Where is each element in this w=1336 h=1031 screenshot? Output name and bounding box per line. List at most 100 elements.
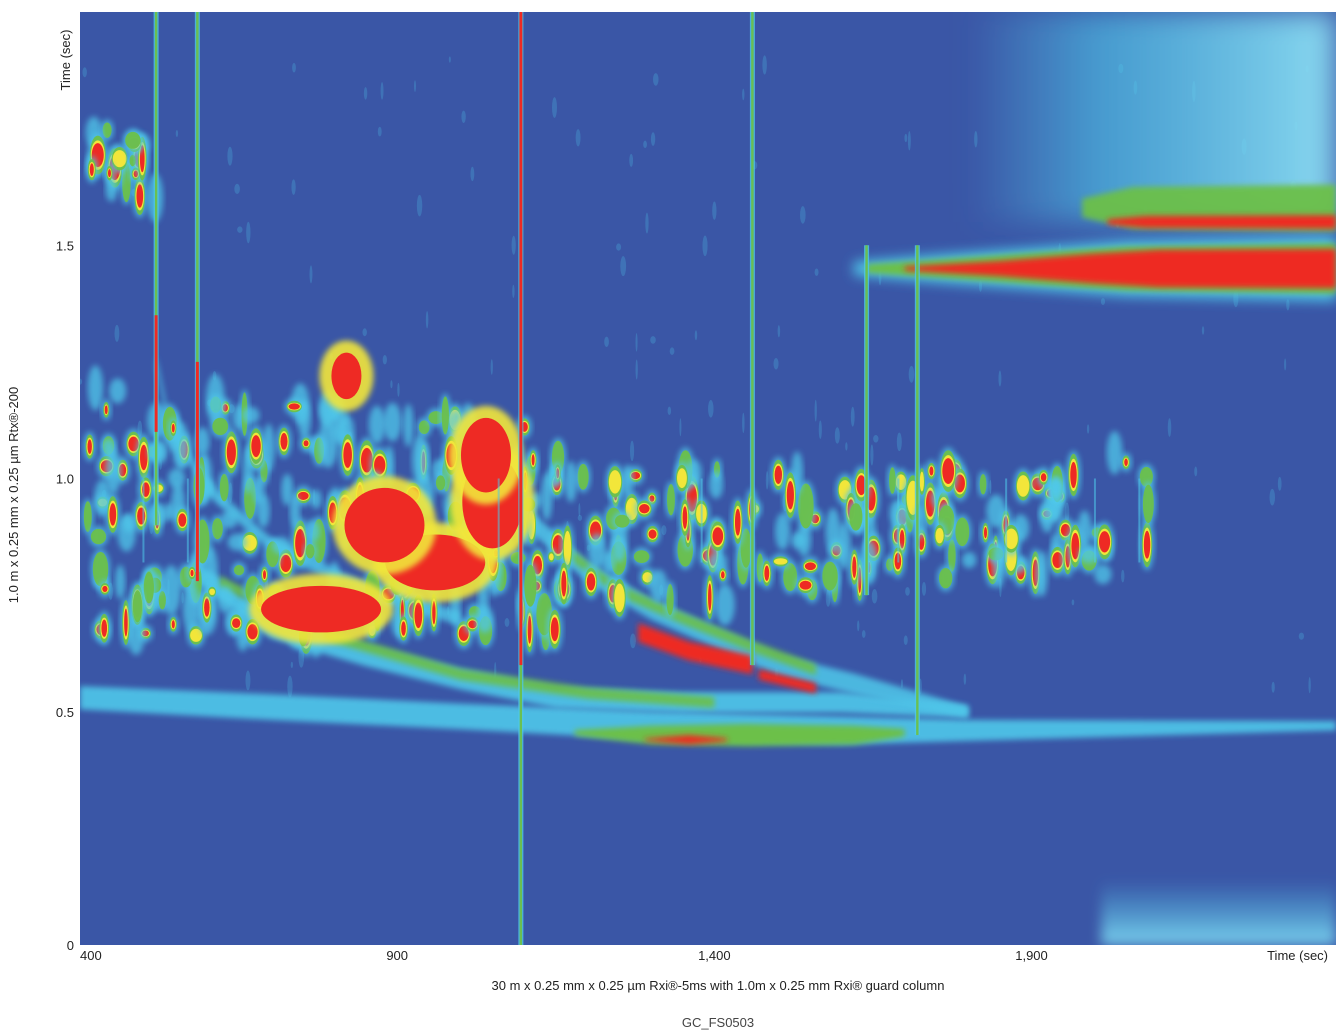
noise-spot bbox=[234, 184, 240, 194]
noise-spot bbox=[620, 256, 626, 276]
noise-spot bbox=[461, 111, 465, 123]
peak-main-peak bbox=[280, 555, 291, 572]
peak-mid-halo bbox=[791, 532, 805, 549]
noise-spot bbox=[901, 679, 903, 688]
noise-spot bbox=[645, 213, 648, 234]
peak-mid-high bbox=[564, 531, 571, 565]
peak-right-halo bbox=[1036, 551, 1048, 597]
noise-spot bbox=[78, 379, 82, 385]
y-tick-label: 0.5 bbox=[56, 705, 74, 720]
bleed-upper-red bbox=[1108, 215, 1336, 228]
peak-mid-peak bbox=[561, 571, 566, 597]
peak-right-peak bbox=[929, 466, 933, 475]
noise-spot bbox=[1194, 467, 1197, 477]
peak-main-peak bbox=[105, 405, 108, 414]
noise-spot bbox=[364, 87, 367, 99]
noise-spot bbox=[742, 413, 744, 433]
noise-spot bbox=[905, 587, 910, 596]
peak-mid-mid bbox=[667, 484, 675, 515]
x-tick-label: 1,400 bbox=[698, 948, 731, 963]
peak-mid-mid bbox=[578, 464, 589, 490]
faint-streak bbox=[897, 479, 899, 563]
peak-main-peak bbox=[343, 442, 352, 468]
noise-spot bbox=[857, 620, 859, 631]
peak-main-peak bbox=[87, 439, 91, 453]
noise-spot bbox=[512, 285, 514, 298]
noise-spot bbox=[115, 325, 120, 342]
peak-main-peak bbox=[298, 492, 309, 500]
peak-top-left-peak bbox=[90, 163, 94, 175]
noise-spot bbox=[1270, 489, 1276, 506]
noise-spot bbox=[491, 359, 493, 375]
peak-main-halo bbox=[290, 494, 300, 529]
peak-mid-halo bbox=[715, 584, 734, 626]
noise-spot bbox=[616, 243, 621, 250]
peak-main-peak bbox=[190, 570, 193, 577]
noise-spot bbox=[1284, 358, 1286, 370]
noise-spot bbox=[989, 480, 991, 494]
peak-right-peak bbox=[942, 458, 954, 484]
noise-spot bbox=[643, 141, 647, 148]
faint-streak bbox=[187, 479, 189, 563]
noise-spot bbox=[82, 67, 86, 77]
noise-spot bbox=[1278, 477, 1282, 491]
noise-spot bbox=[778, 325, 780, 337]
peak-mid-peak bbox=[800, 581, 812, 590]
y-axis-title: 1.0 m x 0.25 mm x 0.25 µm Rtx®-200 bbox=[6, 387, 21, 603]
peak-right-mid bbox=[889, 467, 896, 494]
figure-code: GC_FS0503 bbox=[682, 1015, 754, 1030]
y-tick-label: 1.0 bbox=[56, 472, 74, 487]
peak-mid-mid bbox=[634, 550, 649, 563]
noise-spot bbox=[851, 407, 855, 427]
peak-top-left-mid bbox=[125, 132, 140, 149]
noise-spot bbox=[712, 202, 716, 220]
peak-mid-high bbox=[614, 584, 624, 613]
peak-main-peak bbox=[263, 570, 266, 579]
vertical-streak-peak bbox=[519, 12, 522, 665]
noise-spot bbox=[426, 311, 429, 328]
peak-main-halo bbox=[311, 490, 322, 509]
peak-right-peak bbox=[1041, 473, 1047, 481]
noise-spot bbox=[909, 366, 915, 383]
peak-right-peak bbox=[1099, 531, 1110, 552]
faint-streak bbox=[701, 479, 703, 563]
peak-main-halo bbox=[272, 537, 291, 554]
peak-mid-halo bbox=[588, 534, 606, 569]
peak-right-peak bbox=[852, 556, 856, 577]
peak-mid-peak bbox=[775, 466, 782, 484]
noise-spot bbox=[766, 471, 769, 489]
peak-main-peak bbox=[432, 601, 435, 624]
noise-spot bbox=[552, 97, 557, 118]
noise-spot bbox=[1272, 682, 1275, 693]
peak-main-mid bbox=[84, 501, 92, 532]
noise-spot bbox=[630, 441, 634, 461]
vertical-streak-peak bbox=[155, 315, 158, 432]
noise-spot bbox=[708, 400, 714, 418]
noise-spot bbox=[668, 407, 672, 415]
peak-mid-halo bbox=[541, 473, 552, 521]
peak-main-peak bbox=[251, 435, 260, 457]
noise-spot bbox=[819, 420, 822, 439]
peak-main-halo bbox=[123, 514, 136, 533]
noise-spot bbox=[815, 268, 819, 275]
noise-spot bbox=[964, 674, 967, 685]
peak-main-mid bbox=[511, 552, 526, 564]
peak-right-mid bbox=[955, 517, 969, 546]
faint-streak bbox=[498, 479, 500, 563]
noise-spot bbox=[397, 383, 399, 397]
noise-spot bbox=[897, 433, 902, 452]
peak-top-left-peak bbox=[136, 184, 143, 207]
peak-mid-high bbox=[549, 553, 554, 560]
noise-spot bbox=[1308, 677, 1310, 693]
peak-top-left-mid bbox=[103, 122, 112, 137]
peak-mid-mid bbox=[666, 584, 673, 615]
peak-mid-peak bbox=[787, 481, 794, 509]
peak-right-mid bbox=[849, 503, 862, 531]
noise-spot bbox=[904, 635, 908, 645]
peak-mid-peak bbox=[764, 566, 769, 581]
peak-main-halo bbox=[369, 406, 385, 444]
noise-spot bbox=[292, 63, 296, 73]
noise-spot bbox=[679, 418, 681, 436]
noise-spot bbox=[381, 82, 384, 100]
peak-main-halo bbox=[403, 404, 413, 447]
